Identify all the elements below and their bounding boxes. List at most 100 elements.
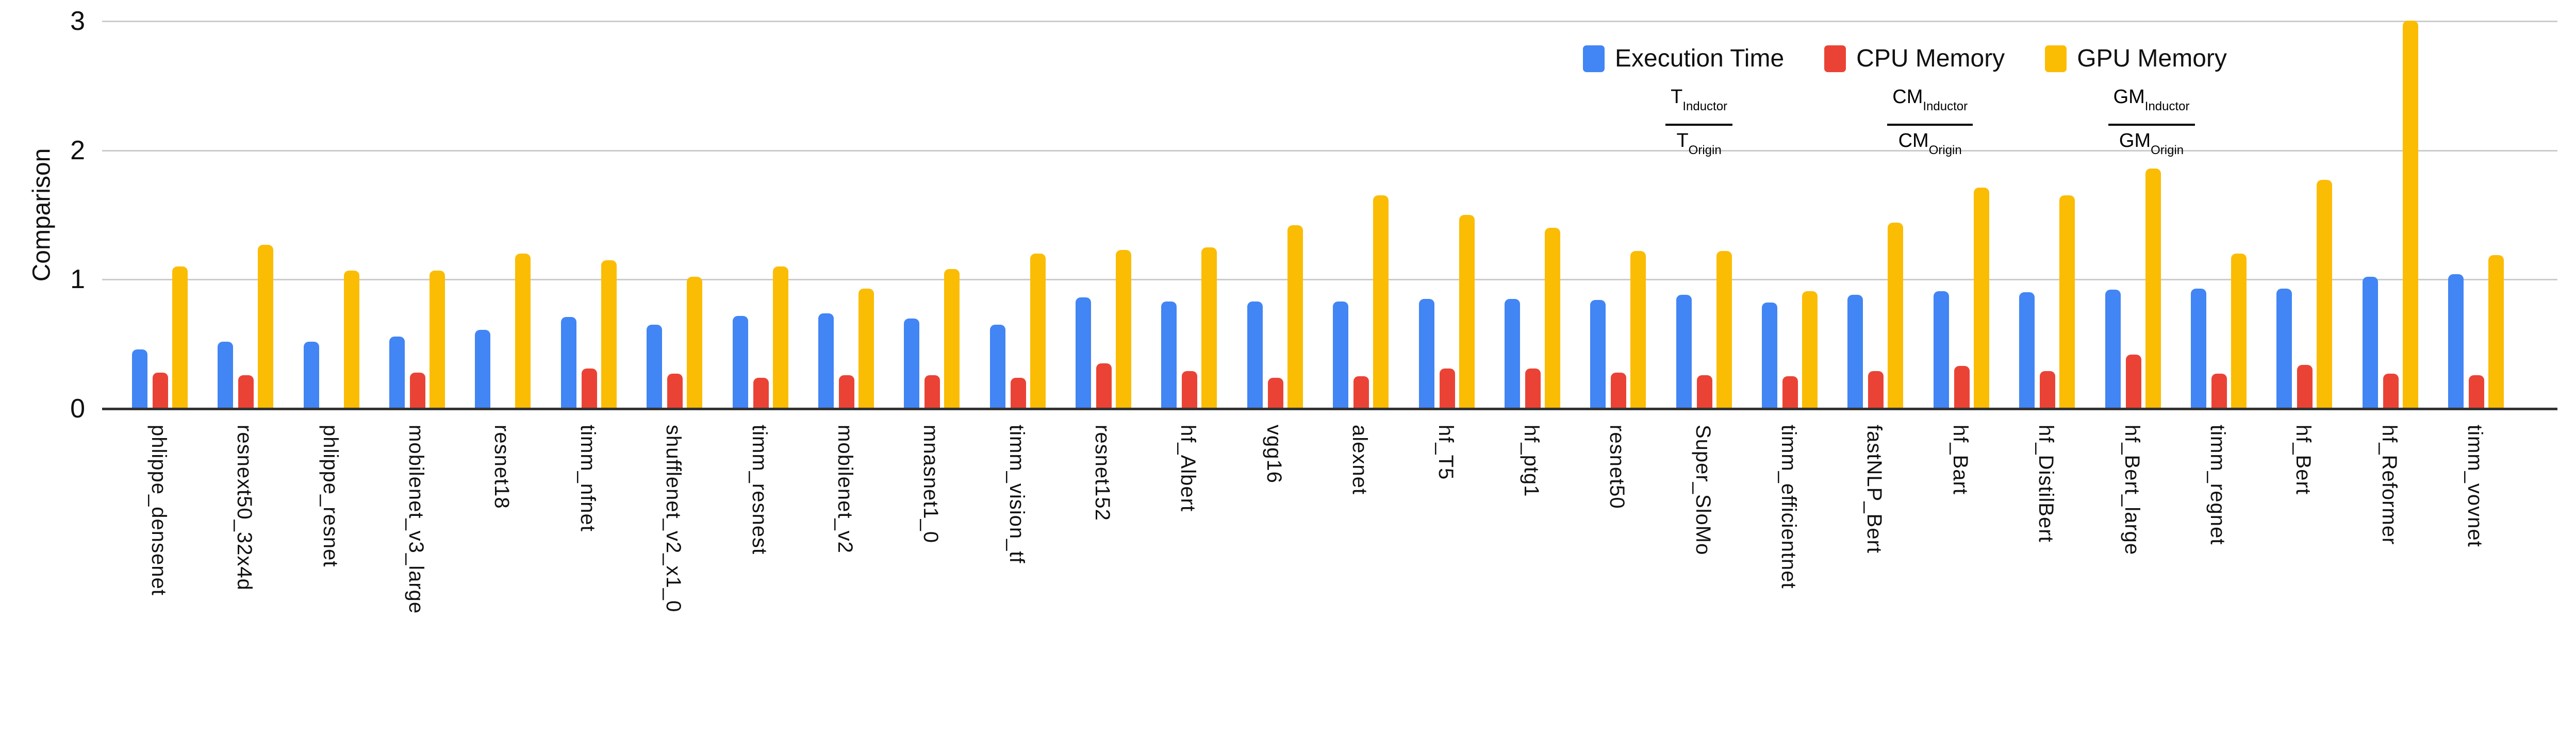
bar-execution-time-vgg16[interactable] (1247, 301, 1263, 409)
bar-cpu-memory-timm_resnest[interactable] (753, 378, 769, 409)
bar-cpu-memory-hf_Bert[interactable] (2297, 365, 2313, 409)
bar-cpu-memory-hf_Reformer[interactable] (2383, 374, 2399, 409)
bar-gpu-memory-hf_T5[interactable] (1459, 215, 1475, 409)
bar-gpu-memory-phlippe_resnet[interactable] (344, 271, 359, 409)
bar-execution-time-hf_Reformer[interactable] (2363, 277, 2378, 409)
bar-execution-time-alexnet[interactable] (1333, 301, 1348, 409)
bar-gpu-memory-hf_Albert[interactable] (1201, 247, 1217, 409)
bar-gpu-memory-fastNLP_Bert[interactable] (1888, 223, 1903, 409)
legend-entry: GPU Memory (2045, 44, 2227, 73)
bar-execution-time-phlippe_densenet[interactable] (132, 349, 147, 409)
bar-cpu-memory-timm_nfnet[interactable] (582, 368, 597, 409)
bar-gpu-memory-resnet152[interactable] (1116, 250, 1131, 409)
bar-gpu-memory-vgg16[interactable] (1287, 225, 1303, 409)
bar-execution-time-timm_resnest[interactable] (733, 316, 748, 409)
bar-cpu-memory-resnet50[interactable] (1611, 373, 1626, 409)
bar-cpu-memory-hf_Bart[interactable] (1954, 366, 1970, 409)
bar-cpu-memory-fastNLP_Bert[interactable] (1868, 371, 1884, 409)
bar-execution-time-Super_SloMo[interactable] (1676, 295, 1692, 409)
bar-cpu-memory-hf_Albert[interactable] (1182, 371, 1197, 409)
bar-execution-time-resnet50[interactable] (1590, 300, 1606, 409)
bar-execution-time-timm_vision_tf[interactable] (990, 325, 1005, 409)
bar-execution-time-resnet152[interactable] (1076, 297, 1091, 409)
bar-cpu-memory-shufflenet_v2_x1_0[interactable] (667, 374, 683, 409)
bar-gpu-memory-hf_DistilBert[interactable] (2059, 195, 2075, 409)
bar-cpu-memory-timm_regnet[interactable] (2211, 374, 2227, 409)
bar-cpu-memory-hf_DistilBert[interactable] (2040, 371, 2055, 409)
bar-gpu-memory-alexnet[interactable] (1373, 195, 1389, 409)
bar-gpu-memory-hf_Bert[interactable] (2317, 180, 2332, 409)
bar-gpu-memory-hf_ptg1[interactable] (1545, 228, 1560, 409)
bar-gpu-memory-mobilenet_v3_large[interactable] (430, 271, 445, 409)
gridline-3 (102, 21, 2557, 22)
bar-cpu-memory-timm_vision_tf[interactable] (1011, 378, 1026, 409)
bar-gpu-memory-timm_vision_tf[interactable] (1030, 254, 1046, 409)
x-label-timm_efficientnet: timm_efficientnet (1777, 425, 1800, 589)
x-label-hf_DistilBert: hf_DistilBert (2035, 425, 2057, 543)
bar-gpu-memory-hf_Bart[interactable] (1974, 188, 1989, 409)
x-label-timm_regnet: timm_regnet (2206, 425, 2229, 545)
x-label-phlippe_resnet: phlippe_resnet (319, 425, 342, 567)
bar-execution-time-phlippe_resnet[interactable] (304, 342, 319, 409)
bar-gpu-memory-timm_regnet[interactable] (2231, 254, 2247, 409)
bar-gpu-memory-timm_efficientnet[interactable] (1802, 291, 1818, 409)
bar-gpu-memory-mobilenet_v2[interactable] (858, 289, 874, 409)
x-label-timm_vovnet: timm_vovnet (2464, 425, 2486, 547)
x-label-hf_Albert: hf_Albert (1177, 425, 1199, 512)
x-label-mobilenet_v2: mobilenet_v2 (834, 425, 856, 554)
x-label-mobilenet_v3_large: mobilenet_v3_large (405, 425, 427, 614)
bar-execution-time-hf_Bart[interactable] (1934, 291, 1949, 409)
bar-execution-time-mobilenet_v2[interactable] (818, 313, 834, 409)
bar-cpu-memory-Super_SloMo[interactable] (1697, 375, 1712, 409)
bar-cpu-memory-vgg16[interactable] (1268, 378, 1283, 409)
bar-gpu-memory-mnasnet1_0[interactable] (944, 269, 960, 409)
bar-gpu-memory-timm_nfnet[interactable] (601, 260, 617, 409)
bar-execution-time-timm_nfnet[interactable] (561, 317, 576, 409)
bar-cpu-memory-mnasnet1_0[interactable] (924, 375, 940, 409)
x-label-vgg16: vgg16 (1263, 425, 1285, 483)
bar-execution-time-fastNLP_Bert[interactable] (1847, 295, 1863, 409)
bar-cpu-memory-phlippe_densenet[interactable] (153, 373, 168, 409)
bar-cpu-memory-timm_efficientnet[interactable] (1782, 376, 1798, 409)
y-tick-label-3: 3 (70, 6, 85, 36)
bar-cpu-memory-mobilenet_v3_large[interactable] (410, 373, 425, 409)
bar-gpu-memory-timm_resnest[interactable] (773, 266, 788, 409)
bar-gpu-memory-Super_SloMo[interactable] (1716, 251, 1732, 409)
bar-gpu-memory-timm_vovnet[interactable] (2488, 255, 2504, 409)
legend-swatch-icon (1824, 45, 1846, 72)
bar-execution-time-timm_efficientnet[interactable] (1762, 303, 1777, 409)
bar-execution-time-mnasnet1_0[interactable] (904, 319, 919, 409)
gridline-1 (102, 279, 2557, 281)
bar-execution-time-timm_regnet[interactable] (2191, 289, 2206, 409)
bar-cpu-memory-mobilenet_v2[interactable] (839, 375, 854, 409)
bar-cpu-memory-resnext50_32x4d[interactable] (238, 375, 254, 409)
bar-execution-time-hf_T5[interactable] (1419, 299, 1434, 409)
bar-gpu-memory-shufflenet_v2_x1_0[interactable] (687, 277, 702, 409)
gridline-2 (102, 149, 2557, 152)
bar-cpu-memory-timm_vovnet[interactable] (2469, 375, 2484, 409)
bar-gpu-memory-hf_Reformer[interactable] (2403, 21, 2418, 409)
bar-cpu-memory-hf_T5[interactable] (1440, 368, 1455, 409)
bar-gpu-memory-resnet18[interactable] (515, 254, 531, 409)
bar-execution-time-timm_vovnet[interactable] (2448, 274, 2464, 409)
bar-cpu-memory-alexnet[interactable] (1353, 376, 1369, 409)
bar-execution-time-resnet18[interactable] (475, 330, 490, 409)
bar-gpu-memory-hf_Bert_large[interactable] (2145, 169, 2161, 409)
bar-execution-time-shufflenet_v2_x1_0[interactable] (647, 325, 662, 409)
bar-cpu-memory-hf_Bert_large[interactable] (2126, 355, 2141, 409)
bar-gpu-memory-resnet50[interactable] (1630, 251, 1646, 409)
bar-execution-time-hf_Bert[interactable] (2276, 289, 2292, 409)
bar-execution-time-hf_Bert_large[interactable] (2105, 290, 2121, 409)
bar-gpu-memory-phlippe_densenet[interactable] (172, 266, 188, 409)
bar-cpu-memory-resnet152[interactable] (1096, 363, 1112, 409)
bar-execution-time-hf_ptg1[interactable] (1505, 299, 1520, 409)
bar-execution-time-hf_Albert[interactable] (1161, 301, 1177, 409)
legend-label: Execution Time (1615, 45, 1785, 72)
bar-gpu-memory-resnext50_32x4d[interactable] (258, 245, 273, 409)
bar-execution-time-hf_DistilBert[interactable] (2019, 292, 2035, 409)
y-axis-title: Comparison (28, 148, 56, 282)
bar-execution-time-resnext50_32x4d[interactable] (218, 342, 233, 409)
bar-execution-time-mobilenet_v3_large[interactable] (389, 337, 405, 409)
bar-cpu-memory-hf_ptg1[interactable] (1525, 368, 1541, 409)
